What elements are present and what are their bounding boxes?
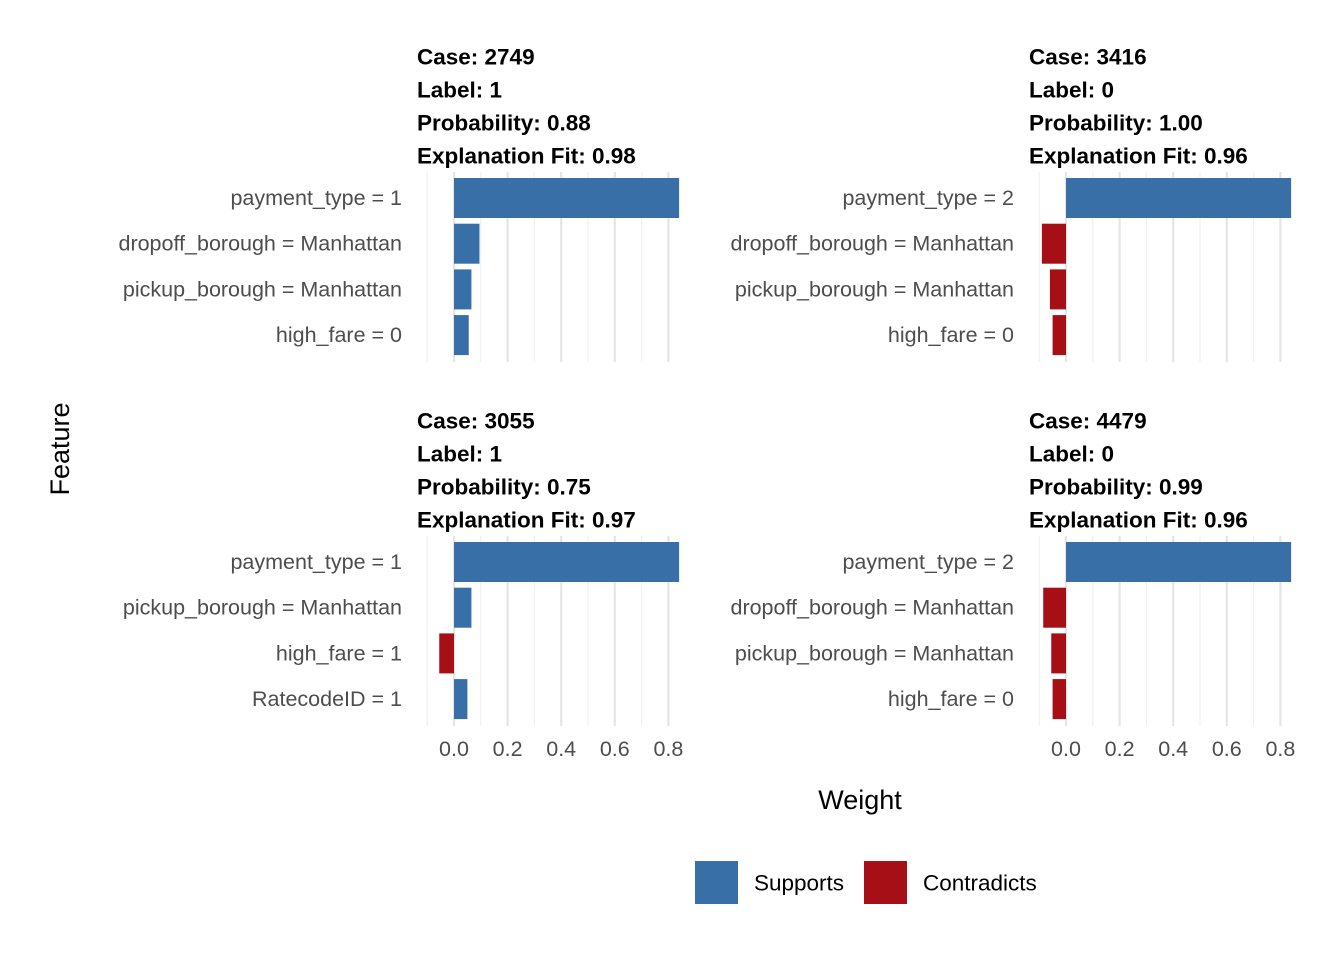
x-axis-title: Weight [818,785,902,815]
x-tick-label: 0.4 [546,737,576,761]
legend-label-contradicts: Contradicts [923,871,1037,896]
bar [454,315,469,356]
bar [1051,633,1066,674]
bar [454,223,480,264]
bar [454,178,680,218]
feature-label: dropoff_borough = Manhattan [730,596,1014,620]
panel-title-line: Explanation Fit: 0.96 [1029,144,1248,169]
panel-title-line: Case: 2749 [417,45,535,70]
feature-label: pickup_borough = Manhattan [123,596,402,620]
panel-title-line: Probability: 1.00 [1029,111,1203,136]
x-tick-label: 0.6 [600,737,630,761]
legend-swatch-supports [695,861,738,904]
feature-label: high_fare = 0 [888,323,1014,347]
x-tick-label: 0.8 [1265,737,1295,761]
bar [1052,315,1066,356]
feature-label: high_fare = 0 [888,687,1014,711]
panel-title-line: Probability: 0.75 [417,475,591,500]
legend-swatch-contradicts [864,861,907,904]
legend: Supports Contradicts [695,861,1037,904]
y-axis-title: Feature [45,402,75,495]
x-tick-label: 0.0 [439,737,469,761]
panel-title-line: Case: 4479 [1029,409,1147,434]
feature-label: payment_type = 2 [842,186,1014,210]
panel-title-line: Case: 3416 [1029,45,1147,70]
feature-label: high_fare = 0 [276,323,402,347]
panel-3: Case: 3055 Label: 1 Probability: 0.75 Expla… [123,409,684,762]
panel-title-line: Explanation Fit: 0.96 [1029,508,1248,533]
feature-label: dropoff_borough = Manhattan [730,232,1014,256]
bar [1052,679,1066,720]
bar [1066,178,1292,218]
x-tick-label: 0.6 [1212,737,1242,761]
x-tick-label: 0.8 [653,737,683,761]
feature-label: RatecodeID = 1 [252,687,402,711]
x-tick-label: 0.2 [493,737,523,761]
x-tick-label: 0.0 [1051,737,1081,761]
feature-label: pickup_borough = Manhattan [123,277,402,301]
x-tick-label: 0.2 [1105,737,1135,761]
feature-label: payment_type = 2 [842,550,1014,574]
feature-label: payment_type = 1 [230,550,402,574]
facet-panels: Case: 2749 Label: 1 Probability: 0.88 Expla… [118,45,1295,762]
panel-title-line: Label: 0 [1029,442,1114,467]
panel-title-line: Probability: 0.99 [1029,475,1203,500]
bar [454,269,472,310]
bar [454,542,680,582]
feature-label: dropoff_borough = Manhattan [118,232,402,256]
bar [1049,269,1066,310]
feature-label: pickup_borough = Manhattan [735,277,1014,301]
panel-title-line: Probability: 0.88 [417,111,591,136]
panel-4: Case: 4479 Label: 0 Probability: 0.99 Expla… [730,409,1295,762]
feature-label: high_fare = 1 [276,641,402,665]
panel-title-line: Label: 1 [417,78,502,103]
x-tick-label: 0.4 [1158,737,1188,761]
panel-2: Case: 3416 Label: 0 Probability: 1.00 Expla… [730,45,1292,362]
bar [454,679,468,720]
panel-title-line: Label: 1 [417,442,502,467]
panel-title-line: Label: 0 [1029,78,1114,103]
panel-1: Case: 2749 Label: 1 Probability: 0.88 Expla… [118,45,680,362]
bar [1066,542,1292,582]
bar [454,587,472,628]
panel-title-line: Case: 3055 [417,409,535,434]
legend-label-supports: Supports [754,871,844,896]
bar [1043,587,1066,628]
panel-title-line: Explanation Fit: 0.98 [417,144,636,169]
feature-label: payment_type = 1 [230,186,402,210]
bar [439,633,454,674]
bar [1041,223,1066,264]
feature-label: pickup_borough = Manhattan [735,641,1014,665]
panel-title-line: Explanation Fit: 0.97 [417,508,636,533]
